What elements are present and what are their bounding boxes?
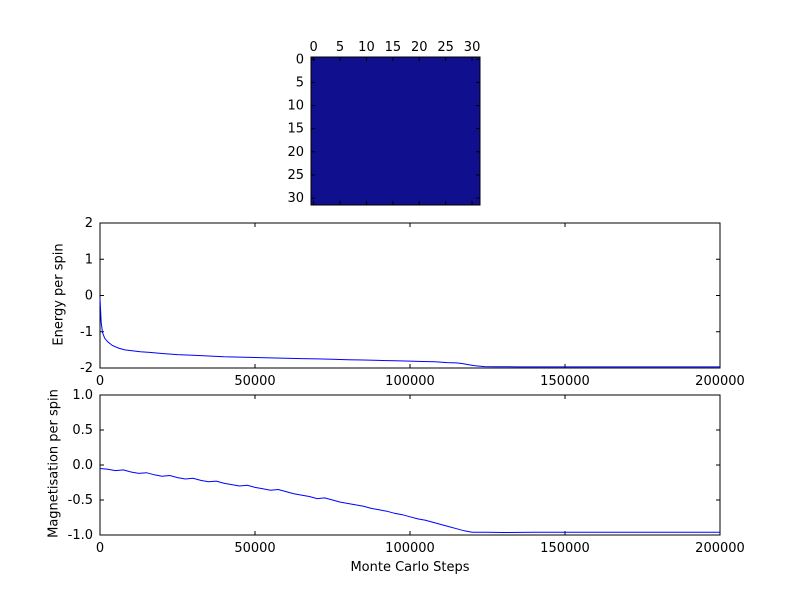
- tick-label: -2: [80, 361, 93, 376]
- tick-label: -1: [80, 325, 93, 340]
- tick-label: 50000: [234, 374, 275, 389]
- tick-label: 25: [287, 168, 304, 183]
- tick-label: -1.0: [68, 528, 93, 543]
- tick-label: 15: [385, 40, 402, 55]
- magnetisation-plot-frame: [99, 394, 721, 536]
- magnetisation-series-line: [99, 468, 720, 534]
- lattice-image: [310, 56, 481, 206]
- tick-label: 30: [464, 40, 481, 55]
- tick-label: 15: [287, 122, 304, 137]
- tick-label: 0: [96, 541, 104, 556]
- tick-label: 25: [437, 40, 454, 55]
- tick-label: 100000: [385, 541, 435, 556]
- tick-label: 150000: [540, 541, 590, 556]
- tick-label: 200000: [695, 541, 745, 556]
- tick-label: 5: [336, 40, 344, 55]
- tick-label: 1: [85, 252, 93, 267]
- tick-label: 150000: [540, 374, 590, 389]
- tick-label: 0: [310, 40, 318, 55]
- tick-label: 0: [296, 52, 304, 67]
- tick-label: 20: [287, 145, 304, 160]
- tick-label: -0.5: [68, 493, 93, 508]
- lattice-axes: 0 5 10 15 20 25 30 0 5 10 15 20 25 30: [287, 40, 481, 206]
- tick-label: 50000: [234, 541, 275, 556]
- tick-label: 10: [287, 99, 304, 114]
- tick-label: 5: [296, 75, 304, 90]
- tick-label: 200000: [695, 374, 745, 389]
- magnetisation-y-axis-label: Magnetisation per spin: [46, 389, 62, 538]
- x-axis-label: Monte Carlo Steps: [350, 560, 470, 575]
- tick-label: 30: [287, 191, 304, 206]
- tick-label: 10: [358, 40, 375, 55]
- tick-label: 20: [411, 40, 428, 55]
- tick-label: 2: [85, 216, 93, 231]
- magnetisation-axes: 0 50000 100000 150000 200000 1.0 0.5 0.0 -0.5 -1.…: [68, 388, 745, 556]
- energy-plot-frame: [99, 222, 721, 369]
- tick-label: 100000: [385, 374, 435, 389]
- tick-label: 0.0: [72, 458, 93, 473]
- tick-label: 0.5: [72, 423, 93, 438]
- energy-axes: 0 50000 100000 150000 200000 2 1 0 -1 -2: [80, 216, 745, 389]
- tick-label: 0: [96, 374, 104, 389]
- tick-label: 0: [85, 289, 93, 304]
- tick-label: 1.0: [72, 388, 93, 403]
- energy-series-line: [99, 298, 720, 368]
